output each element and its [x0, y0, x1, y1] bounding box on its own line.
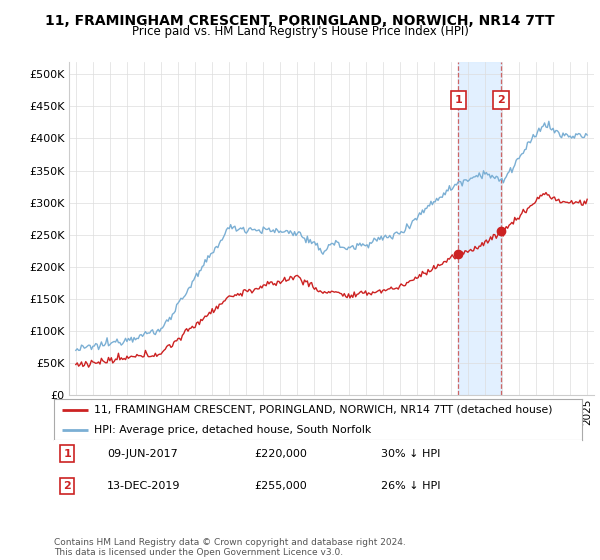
- Text: 13-DEC-2019: 13-DEC-2019: [107, 481, 181, 491]
- Text: Price paid vs. HM Land Registry's House Price Index (HPI): Price paid vs. HM Land Registry's House …: [131, 25, 469, 38]
- Text: 2: 2: [64, 481, 71, 491]
- Text: 11, FRAMINGHAM CRESCENT, PORINGLAND, NORWICH, NR14 7TT: 11, FRAMINGHAM CRESCENT, PORINGLAND, NOR…: [45, 14, 555, 28]
- Text: 2: 2: [497, 95, 505, 105]
- Text: 09-JUN-2017: 09-JUN-2017: [107, 449, 178, 459]
- Text: HPI: Average price, detached house, South Norfolk: HPI: Average price, detached house, Sout…: [94, 425, 371, 435]
- Text: £255,000: £255,000: [254, 481, 307, 491]
- Text: 1: 1: [454, 95, 462, 105]
- Text: 11, FRAMINGHAM CRESCENT, PORINGLAND, NORWICH, NR14 7TT (detached house): 11, FRAMINGHAM CRESCENT, PORINGLAND, NOR…: [94, 405, 552, 415]
- Text: 30% ↓ HPI: 30% ↓ HPI: [382, 449, 441, 459]
- Text: 1: 1: [64, 449, 71, 459]
- Text: Contains HM Land Registry data © Crown copyright and database right 2024.
This d: Contains HM Land Registry data © Crown c…: [54, 538, 406, 557]
- Text: £220,000: £220,000: [254, 449, 308, 459]
- Text: 26% ↓ HPI: 26% ↓ HPI: [382, 481, 441, 491]
- Bar: [458, 62, 501, 395]
